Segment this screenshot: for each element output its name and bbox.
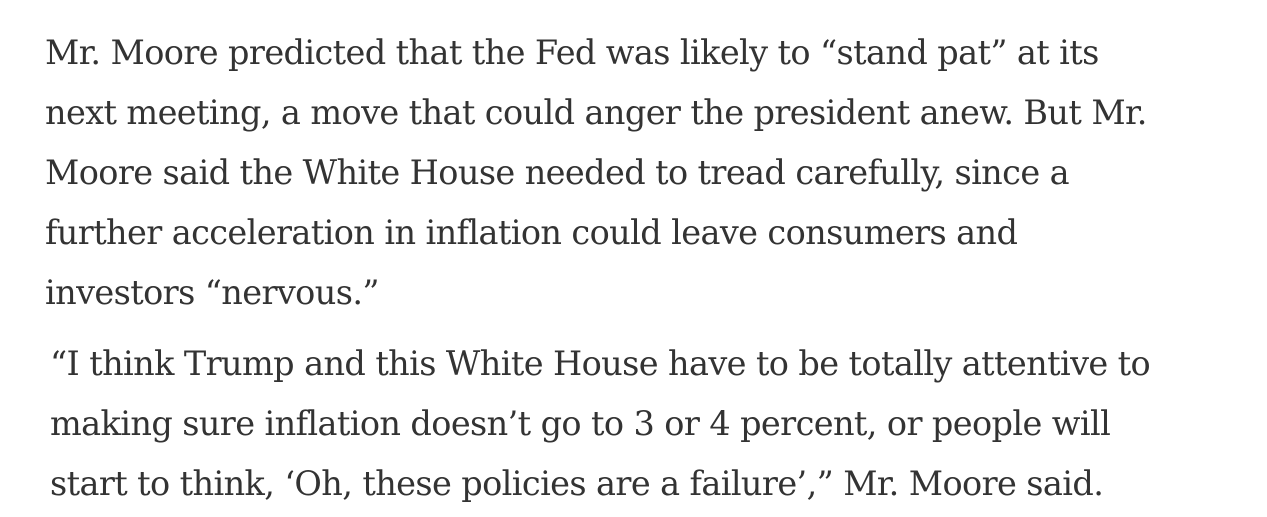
article-quote-paragraph: “I think Trump and this White House have… [50, 334, 1151, 514]
paragraph-line: Mr. Moore predicted that the Fed was lik… [45, 33, 1099, 72]
article-paragraph: Mr. Moore predicted that the Fed was lik… [45, 23, 1147, 323]
paragraph-line: next meeting, a move that could anger th… [45, 93, 1147, 132]
paragraph-line: Moore said the White House needed to tre… [45, 153, 1070, 192]
paragraph-line: making sure inflation doesn’t go to 3 or… [50, 404, 1111, 443]
paragraph-line: start to think, ‘Oh, these policies are … [50, 464, 1104, 503]
paragraph-line: further acceleration in inflation could … [45, 213, 1018, 252]
paragraph-line: “I think Trump and this White House have… [50, 344, 1151, 383]
paragraph-line: investors “nervous.” [45, 273, 380, 312]
